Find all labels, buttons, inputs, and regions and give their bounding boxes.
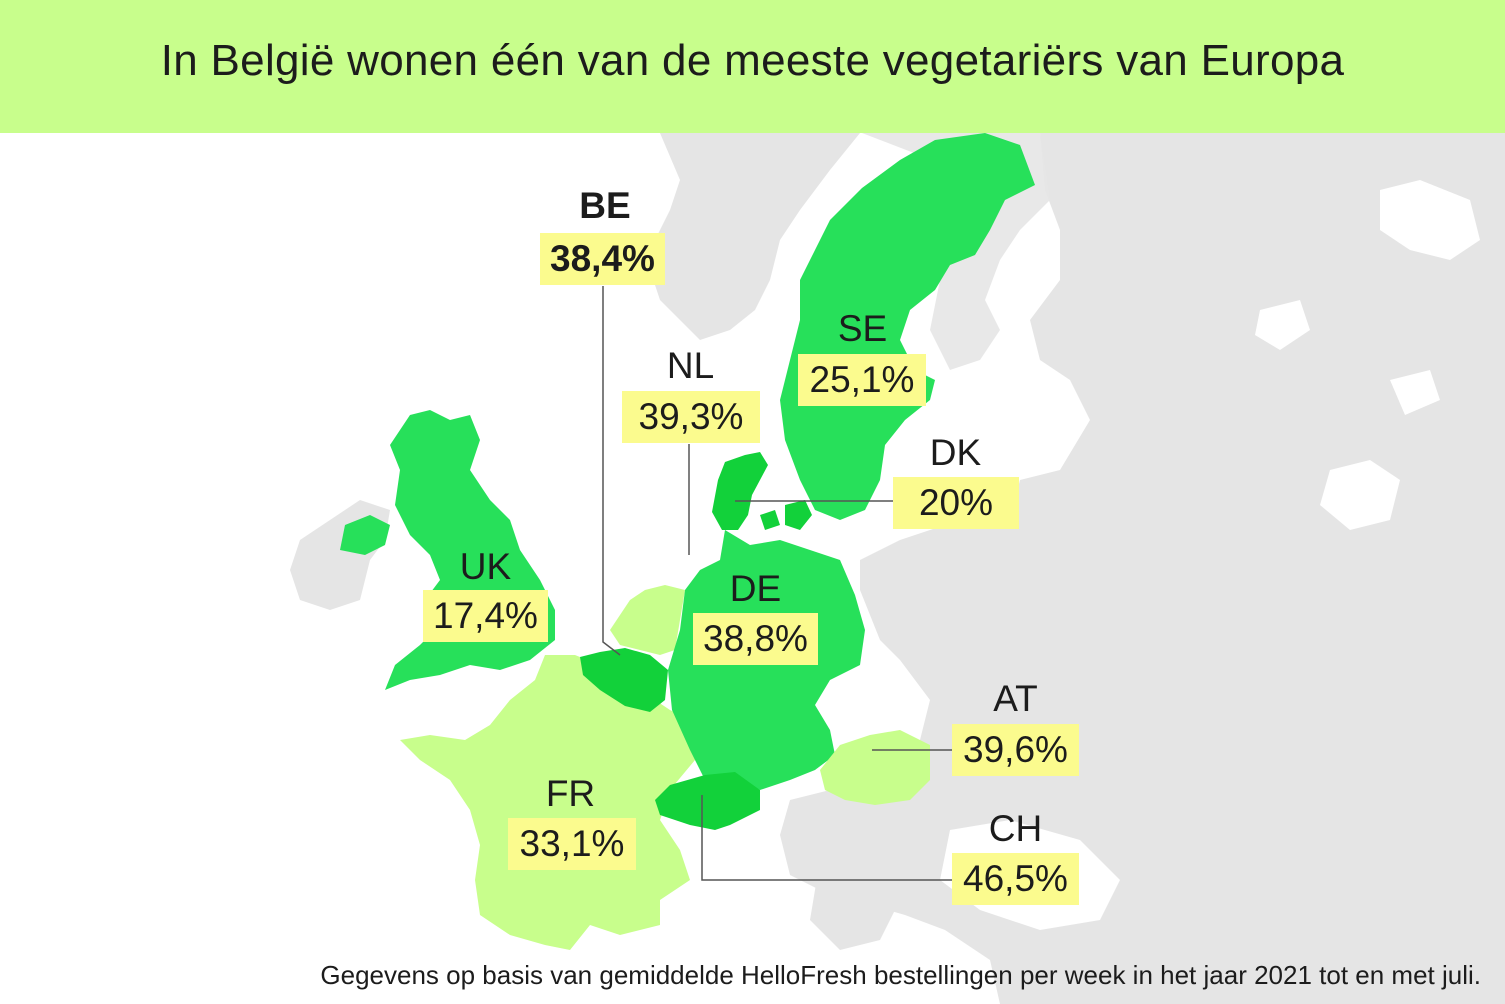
country-label-se: SE (837, 308, 888, 349)
country-value-be: 38,4% (540, 233, 665, 285)
country-label-fr: FR (545, 773, 596, 814)
source-footnote: Gegevens op basis van gemiddelde HelloFr… (320, 960, 1481, 990)
map-region-nl (610, 585, 685, 655)
title-banner (0, 0, 1505, 133)
map-region-be (580, 648, 668, 712)
country-label-uk: UK (459, 546, 512, 587)
map-region-dk (712, 452, 812, 530)
page-title: In België wonen één van de meeste vegeta… (160, 36, 1345, 85)
country-value-fr: 33,1% (508, 818, 636, 870)
country-label-dk: DK (929, 432, 982, 473)
map-region-se (780, 133, 1035, 520)
country-value-nl: 39,3% (622, 391, 760, 443)
country-label-nl: NL (666, 345, 715, 386)
country-label-de: DE (729, 568, 782, 609)
leader-line-be (602, 286, 621, 656)
country-value-dk: 20% (893, 477, 1019, 529)
leader-line-ch (701, 795, 952, 881)
country-label-at: AT (993, 678, 1038, 719)
country-value-ch: 46,5% (952, 853, 1079, 905)
country-value-de: 38,8% (693, 613, 818, 665)
leader-lines (602, 286, 952, 881)
country-value-at: 39,6% (952, 724, 1079, 776)
map-region-at (820, 730, 930, 805)
country-label-ch: CH (988, 808, 1043, 849)
map-region-fr (400, 655, 700, 950)
country-label-be: BE (579, 185, 631, 226)
map-region-ch (655, 772, 760, 830)
country-value-uk: 17,4% (423, 590, 548, 642)
country-value-se: 25,1% (798, 354, 926, 406)
